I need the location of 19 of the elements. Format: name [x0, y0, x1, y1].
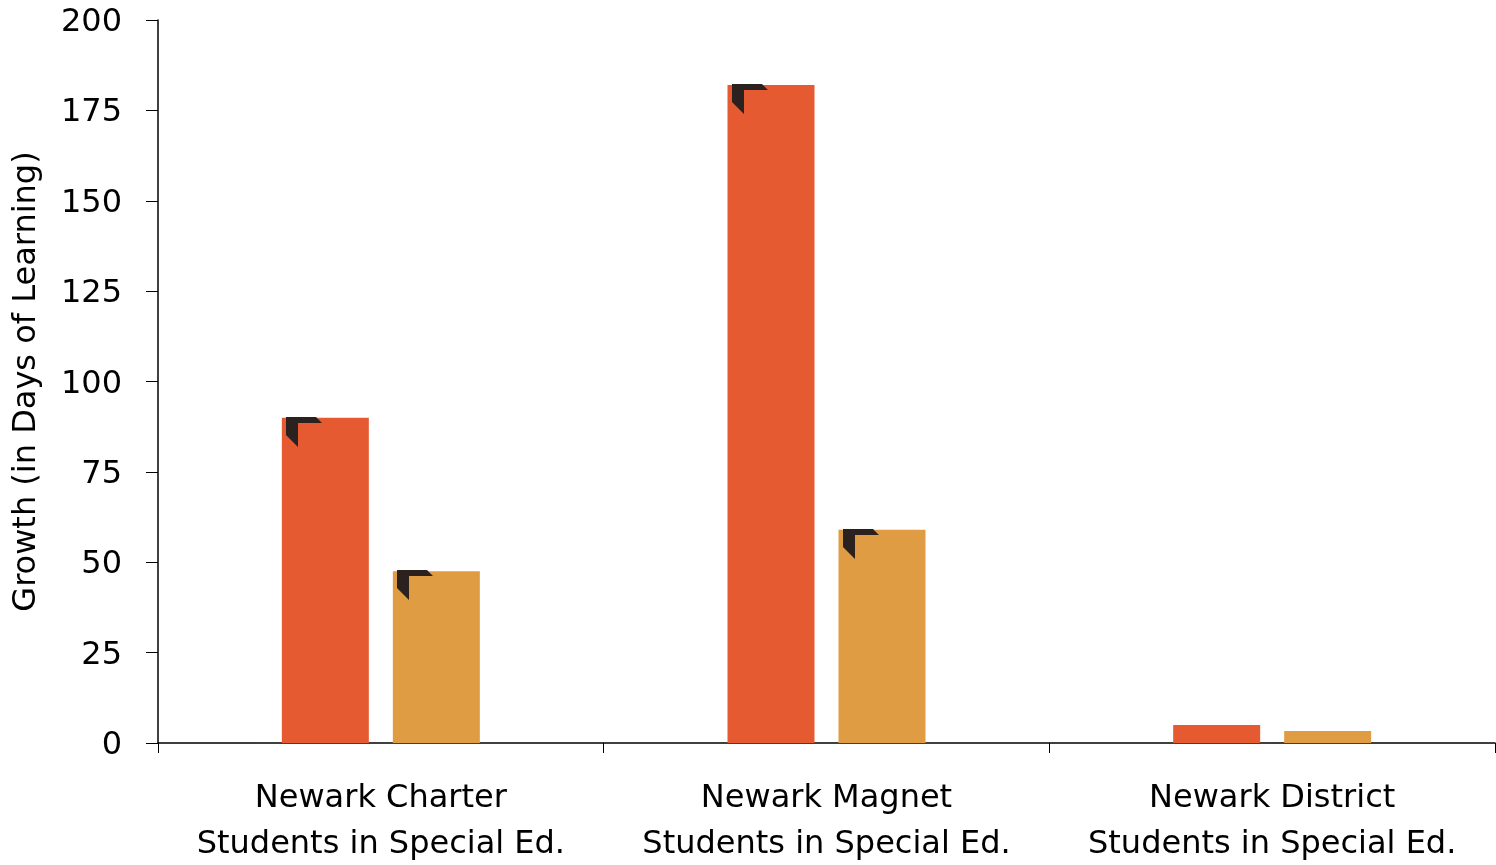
bar: [392, 571, 480, 743]
bar: [281, 417, 369, 743]
y-tick-label: 100: [60, 362, 122, 401]
bar: [838, 529, 926, 743]
y-tick-label: 175: [60, 91, 122, 130]
y-tick-label: 0: [101, 724, 122, 762]
y-tick-label: 125: [60, 272, 122, 311]
y-axis-title: Growth (in Days of Learning): [5, 151, 43, 612]
x-tick-label: Newark District Students in Special Ed.: [1088, 777, 1457, 861]
y-tick-label: 25: [81, 633, 122, 672]
x-tick-label: Newark Charter Students in Special Ed.: [196, 777, 565, 861]
x-tick-label: Newark Magnet Students in Special Ed.: [642, 777, 1011, 861]
bar: [727, 85, 815, 743]
y-tick-label: 150: [60, 181, 122, 220]
bar: [1173, 724, 1261, 743]
bar: [1284, 731, 1372, 743]
y-tick-label: 75: [81, 452, 122, 491]
y-tick-label: 50: [81, 543, 122, 582]
y-tick-label: 200: [60, 1, 122, 39]
